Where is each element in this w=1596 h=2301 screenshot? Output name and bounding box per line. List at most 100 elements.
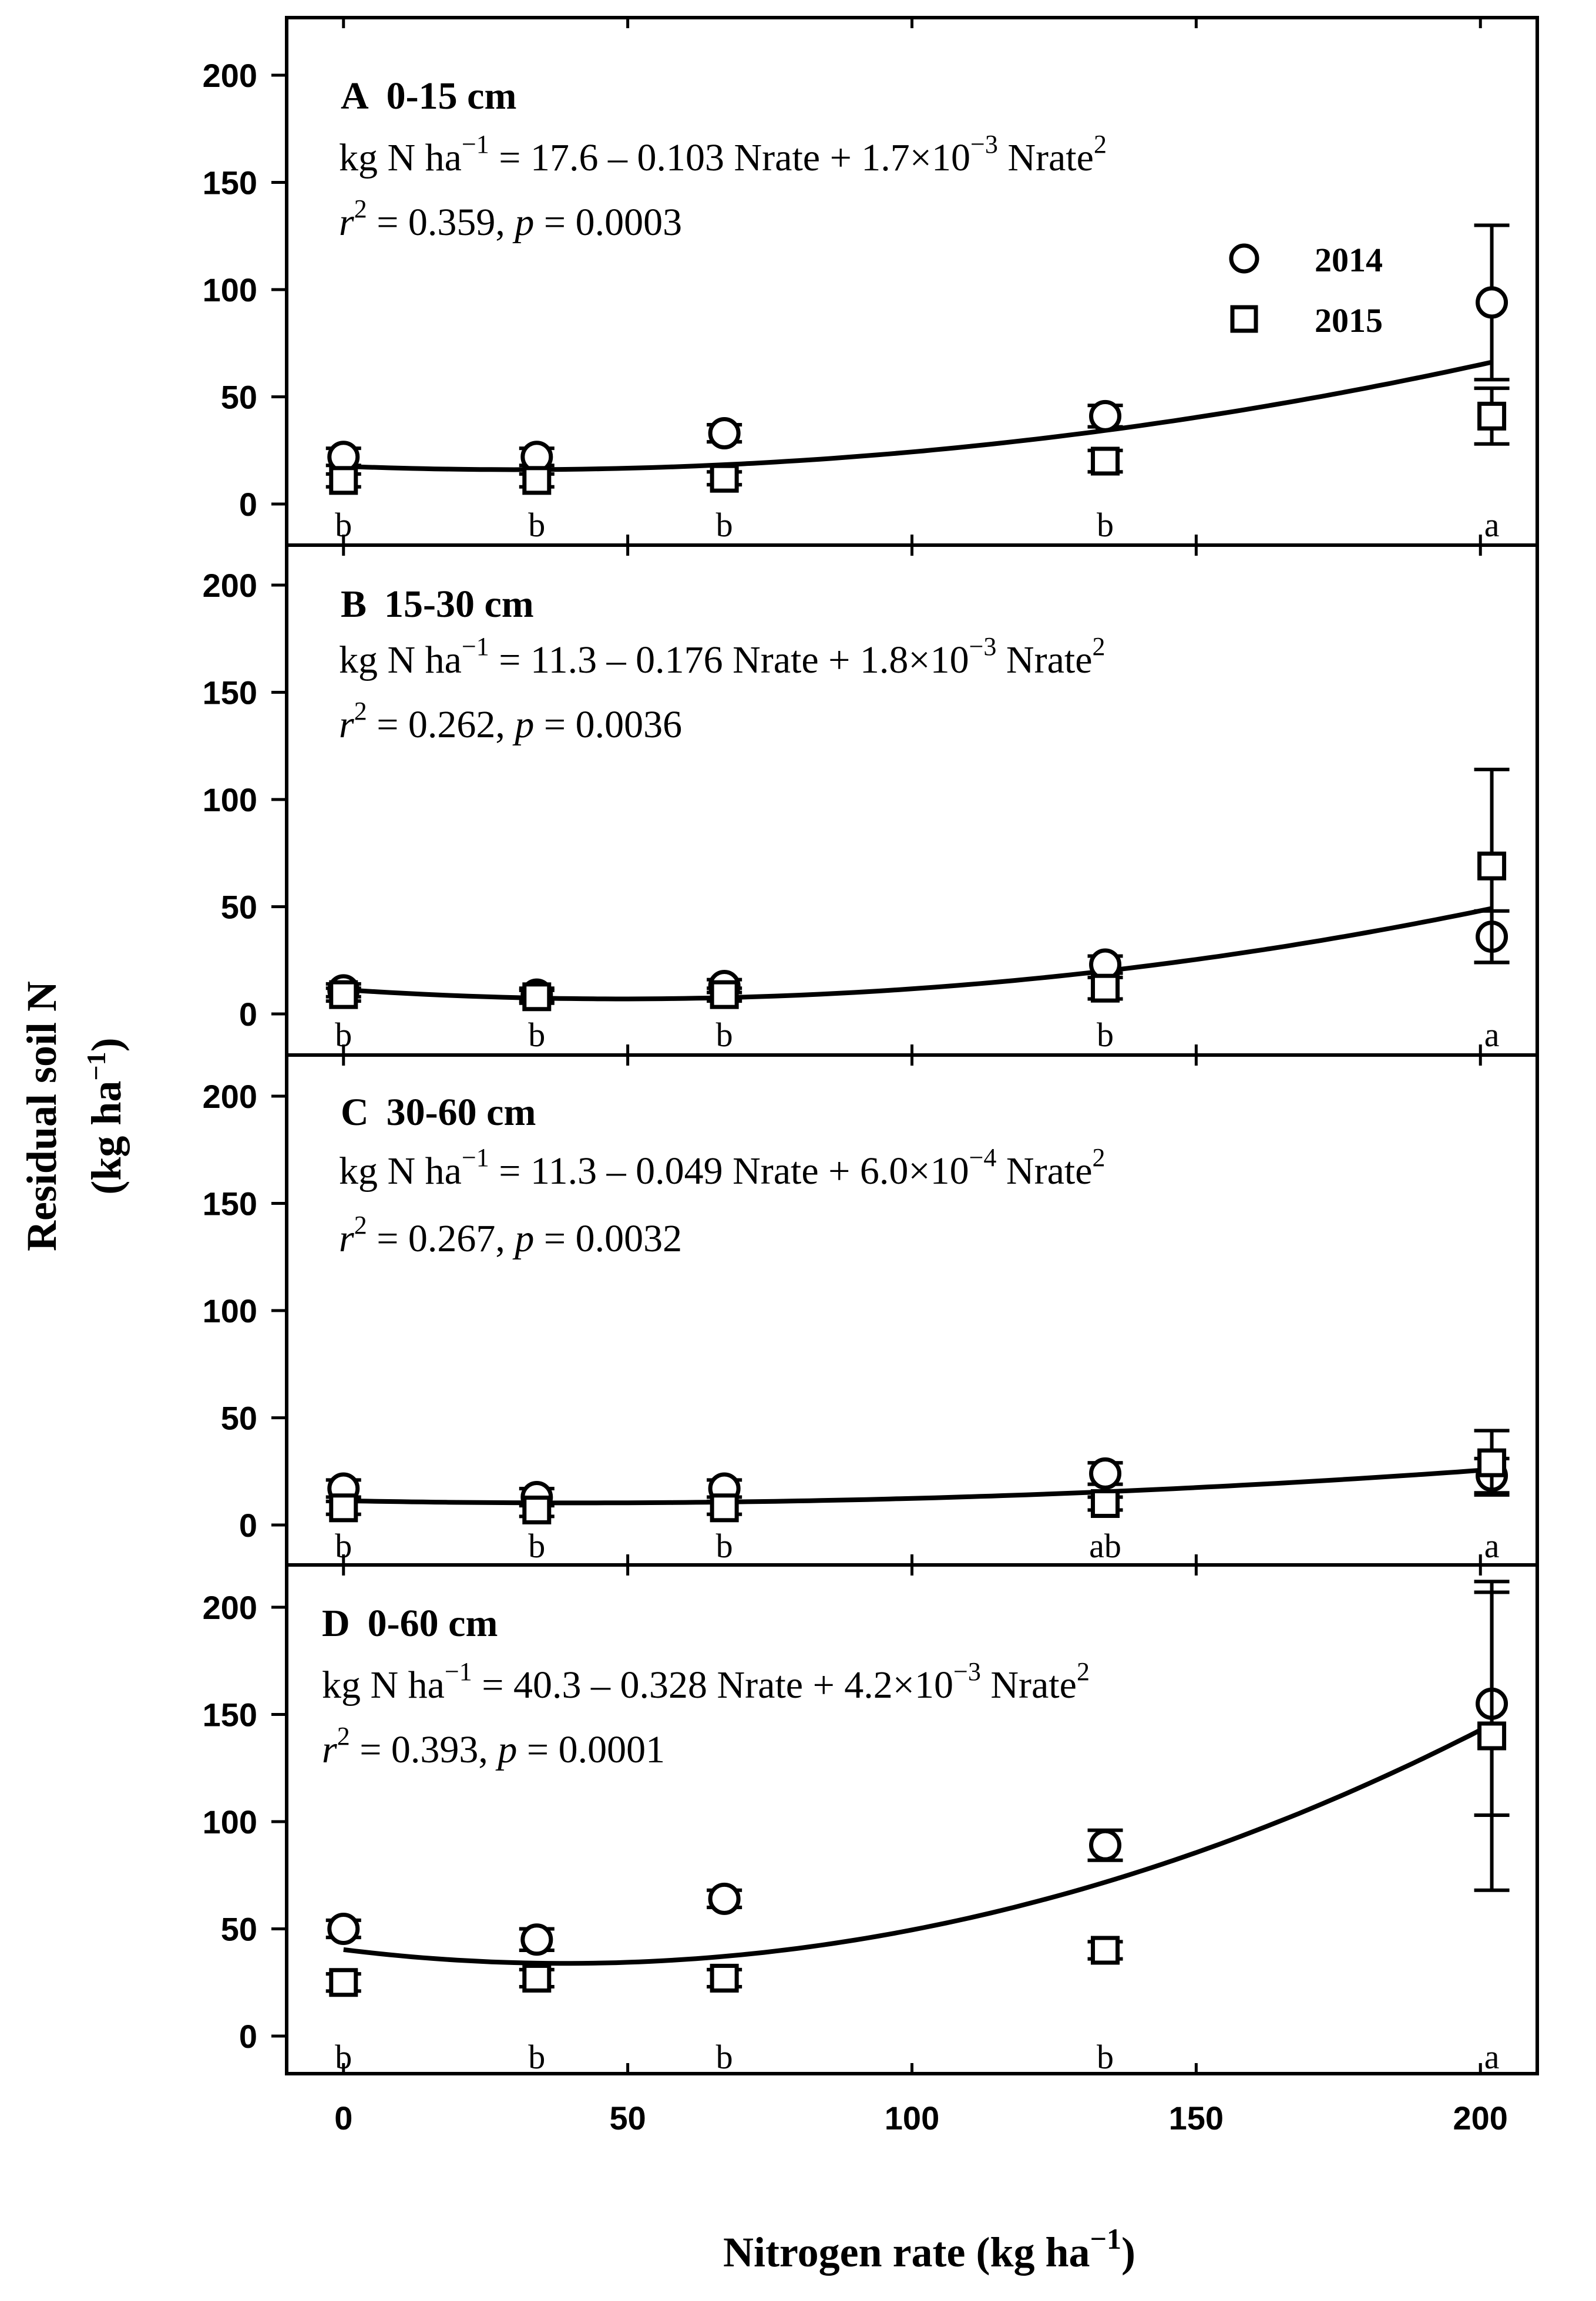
panel-b-fit-curve bbox=[343, 906, 1493, 1002]
legend-2015-label: 2015 bbox=[1315, 301, 1383, 340]
panel-a-y-tick-label: 150 bbox=[203, 164, 257, 201]
panel-a-y-tick-label: 50 bbox=[221, 379, 257, 416]
panel-b-p-val: = 0.0036 bbox=[534, 703, 682, 746]
panel-c-equation: kg N ha−1 = 11.3 – 0.049 Nrate + 6.0×10−… bbox=[339, 1143, 1106, 1193]
y-axis-unit-exp: −1 bbox=[81, 1052, 111, 1080]
x-tick-label: 200 bbox=[1453, 2100, 1508, 2137]
panel-a-eq-tail: Nrate bbox=[998, 136, 1094, 179]
panel-d-letter: D bbox=[322, 1602, 350, 1645]
panel-a-y-tick-label: 0 bbox=[239, 486, 257, 523]
panel-a-eq-exp: −3 bbox=[970, 130, 998, 159]
panel-b: B 15-30 cm kg N ha−1 = 11.3 – 0.176 Nrate… bbox=[203, 543, 1539, 1057]
panel-d-eq-body: = 40.3 – 0.328 Nrate + 4.2×10 bbox=[472, 1664, 953, 1707]
panel-a-r-val: = 0.359, bbox=[367, 201, 515, 244]
legend-2015-marker bbox=[1230, 305, 1258, 333]
panel-c-p: p bbox=[512, 1217, 534, 1260]
panel-a-y-tick-label: 200 bbox=[203, 57, 257, 94]
y-axis-unit-open: (kg ha bbox=[83, 1081, 130, 1195]
panel-c-eq-exp: −4 bbox=[969, 1143, 997, 1172]
panel-b-y-tick-label: 50 bbox=[221, 889, 257, 926]
panel-c-eq-lhs: kg N ha bbox=[339, 1150, 462, 1193]
point-2014 bbox=[708, 417, 741, 450]
panel-c-sig-letter: ab bbox=[1089, 1527, 1121, 1565]
panel-d-eq-tail-exp: 2 bbox=[1077, 1657, 1090, 1686]
x-axis-title-exp: −1 bbox=[1090, 2222, 1122, 2255]
panel-b-y-tick-label: 200 bbox=[203, 567, 257, 604]
panel-c-y-tick-label: 150 bbox=[203, 1185, 257, 1222]
panel-b-eq-tail: Nrate bbox=[996, 639, 1092, 681]
panel-b-r-exp: 2 bbox=[354, 697, 367, 725]
point-2015 bbox=[329, 1493, 358, 1523]
panel-d-y-tick-label: 150 bbox=[203, 1697, 257, 1734]
panel-a-title: A 0-15 cm bbox=[341, 75, 516, 117]
panel-b-y-tick-label: 100 bbox=[203, 781, 257, 818]
panel-b-sig-letter: b bbox=[1097, 1016, 1114, 1054]
point-2015 bbox=[522, 1963, 552, 1993]
panel-a-letter: A bbox=[341, 75, 369, 117]
panel-b-sig-letter: b bbox=[716, 1016, 733, 1054]
panel-d-p: p bbox=[495, 1728, 517, 1771]
panel-d-p-val: = 0.0001 bbox=[517, 1728, 665, 1771]
panel-a-eq-body: = 17.6 – 0.103 Nrate + 1.7×10 bbox=[489, 136, 970, 179]
panel-a-sig-letter: b bbox=[335, 506, 352, 544]
panel-c-r: r bbox=[339, 1217, 354, 1260]
panel-a-equation: kg N ha−1 = 17.6 – 0.103 Nrate + 1.7×10−… bbox=[339, 130, 1107, 179]
point-2015 bbox=[1091, 973, 1120, 1003]
panel-b-eq-body: = 11.3 – 0.176 Nrate + 1.8×10 bbox=[489, 639, 969, 681]
panel-d-sig-letter: b bbox=[528, 2038, 545, 2076]
panel-b-eq-tail-exp: 2 bbox=[1093, 632, 1106, 661]
panel-d-y-tick-label: 200 bbox=[203, 1589, 257, 1626]
panel-b-y-tick-label: 150 bbox=[203, 674, 257, 711]
panel-b-sig-letter: a bbox=[1484, 1016, 1500, 1054]
panel-c-sig-letter: b bbox=[335, 1527, 352, 1565]
y-axis-unit: (kg ha−1) bbox=[81, 1037, 130, 1194]
point-2014 bbox=[1089, 399, 1122, 432]
y-axis-title-line1: Residual soil N bbox=[18, 981, 65, 1251]
x-tick-labels: 0 50 100 150 200 bbox=[334, 2100, 1508, 2137]
panel-b-sig-letter: b bbox=[528, 1016, 545, 1054]
panel-c-r-val: = 0.267, bbox=[367, 1217, 515, 1260]
panel-d-y-tick-label: 100 bbox=[203, 1803, 257, 1840]
panel-b-title: B 15-30 cm bbox=[341, 583, 534, 626]
x-tick-label: 50 bbox=[609, 2100, 646, 2137]
panel-d-sig-letter: b bbox=[335, 2038, 352, 2076]
point-2015 bbox=[710, 1493, 739, 1523]
panel-a-p-val: = 0.0003 bbox=[534, 201, 682, 244]
panel-c-y-tick-label: 200 bbox=[203, 1078, 257, 1115]
point-2014 bbox=[520, 1923, 553, 1956]
panel-d-fit-curve bbox=[343, 1722, 1493, 1966]
x-tick-label: 100 bbox=[885, 2100, 939, 2137]
panel-a-stats: r2 = 0.359, p = 0.0003 bbox=[339, 194, 682, 244]
panel-a-sig-letter: b bbox=[528, 506, 545, 544]
point-2015 bbox=[522, 982, 552, 1012]
panel-d-y-tick-label: 0 bbox=[239, 2018, 257, 2055]
panel-a-y-tick-label: 100 bbox=[203, 271, 257, 308]
point-2014 bbox=[1476, 286, 1508, 319]
point-2015 bbox=[1091, 446, 1120, 476]
panel-c-depth: 30-60 cm bbox=[387, 1091, 536, 1134]
panel-c-sig-letter: b bbox=[716, 1527, 733, 1565]
x-tick-label: 0 bbox=[334, 2100, 352, 2137]
panel-d-sig-letter: a bbox=[1484, 2038, 1500, 2076]
panel-d-depth: 0-60 cm bbox=[368, 1602, 498, 1645]
panel-d-eq-tail: Nrate bbox=[981, 1664, 1077, 1707]
legend-2014-label: 2014 bbox=[1315, 241, 1383, 279]
panel-a-p: p bbox=[512, 201, 534, 244]
panel-a-eq-lhs-exp: −1 bbox=[462, 130, 489, 159]
panel-a: A 0-15 cm kg N ha−1 = 17.6 – 0.103 Nrate … bbox=[203, 16, 1539, 547]
panel-c-eq-tail-exp: 2 bbox=[1093, 1143, 1106, 1172]
panel-c-eq-lhs-exp: −1 bbox=[462, 1143, 489, 1172]
panel-c-stats: r2 = 0.267, p = 0.0032 bbox=[339, 1211, 682, 1260]
panel-c-eq-tail: Nrate bbox=[996, 1150, 1092, 1193]
panel-d-r: r bbox=[322, 1728, 337, 1771]
panel-d-eq-exp: −3 bbox=[953, 1657, 981, 1686]
panel-a-fit-curve bbox=[343, 360, 1493, 472]
panel-a-sig-letter: b bbox=[1097, 506, 1114, 544]
panel-d: D 0-60 cm kg N ha−1 = 40.3 – 0.328 Nrate … bbox=[203, 1563, 1539, 2076]
point-2014 bbox=[708, 1882, 741, 1915]
point-2015 bbox=[329, 466, 358, 495]
point-2014 bbox=[327, 1913, 360, 1945]
point-2015 bbox=[1477, 1448, 1507, 1477]
panel-a-sig-letter: b bbox=[716, 506, 733, 544]
